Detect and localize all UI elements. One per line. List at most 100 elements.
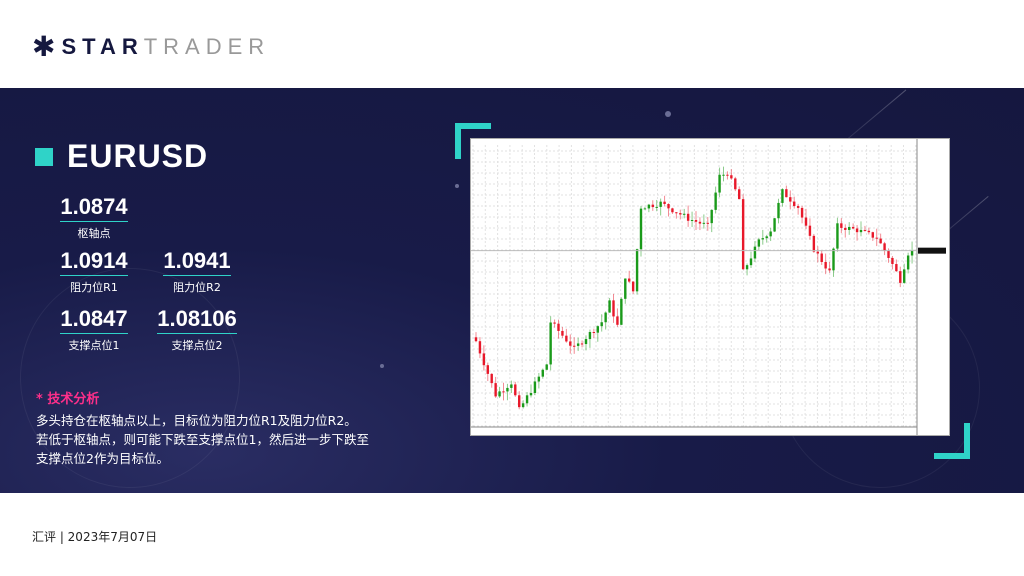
candle-body (710, 209, 713, 224)
candle-body (561, 330, 564, 336)
level-value: 1.0874 (60, 194, 128, 222)
candle-body (820, 253, 823, 263)
candle-body (875, 237, 878, 239)
candle-body (906, 255, 910, 270)
candle-body (616, 316, 619, 325)
candle-body (549, 322, 552, 365)
analysis-banner: EURUSD 1.0874 枢轴点 1.0914 阻力位R1 1.0941 阻力位R2… (0, 88, 1024, 493)
decorative-circle (20, 268, 240, 488)
candle-body (584, 339, 588, 345)
analysis-line: 若低于枢轴点，则可能下跌至支撑点位1，然后进一步下跌至 (36, 432, 369, 447)
candle-body (679, 213, 682, 215)
candle-body (895, 264, 898, 272)
analysis-line: 多头持仓在枢轴点以上，目标位为阻力位R1及阻力位R2。 (36, 413, 357, 428)
candle-body (533, 381, 537, 393)
candle-body (608, 300, 611, 313)
candle-body (569, 341, 572, 346)
support-1: 1.0847 支撑点位1 (49, 306, 139, 353)
candle-body (686, 213, 690, 221)
support-2: 1.08106 支撑点位2 (152, 306, 242, 353)
logo-text-light: TRADER (143, 34, 271, 59)
corner-bracket-bottom-right (934, 423, 970, 459)
candle-body (883, 243, 886, 251)
candle-body (808, 225, 812, 236)
footer-date: 汇评 | 2023年7月07日 (32, 530, 158, 544)
instrument-name: EURUSD (67, 138, 209, 174)
candle-body (498, 391, 501, 397)
candle-body (789, 197, 792, 202)
candle-body (867, 230, 871, 233)
candle-body (675, 212, 678, 214)
candle-body (891, 257, 894, 265)
candle-body (753, 246, 757, 259)
level-label: 支撑点位1 (68, 339, 120, 352)
candle-body (529, 392, 533, 396)
level-value: 1.0847 (60, 306, 128, 334)
candle-body (628, 278, 631, 282)
price-chart (470, 138, 950, 436)
candle-body (796, 206, 800, 208)
candle-body (671, 208, 674, 213)
candle-body (773, 218, 776, 232)
candle-body (514, 384, 517, 396)
candle-body (840, 223, 843, 228)
candle-body (769, 231, 772, 237)
star-logo-icon: ✱ (32, 30, 56, 63)
candle-body (698, 221, 702, 224)
analysis-line: 支撑点位2作为目标位。 (36, 451, 169, 466)
candle-body (518, 395, 521, 408)
candle-body (910, 250, 914, 256)
level-value: 1.08106 (157, 306, 237, 334)
corner-bracket-top-left (455, 123, 491, 159)
candle-body (694, 220, 698, 222)
candle-body (855, 228, 859, 233)
candle-body (596, 326, 599, 333)
candle-body (745, 265, 749, 270)
candle-body (690, 220, 694, 222)
candle-body (887, 250, 890, 258)
candle-body (655, 206, 658, 208)
candle-body (659, 201, 662, 207)
candle-body (486, 365, 489, 374)
candle-body (836, 223, 839, 249)
candle-body (749, 258, 753, 266)
analysis-heading: * 技术分析 (36, 392, 100, 407)
candle-body (541, 369, 544, 377)
candle-body (482, 353, 486, 366)
candle-body (478, 341, 482, 354)
candle-body (635, 249, 639, 292)
candle-body (647, 204, 651, 209)
candlestick-chart (471, 139, 946, 435)
candle-body (604, 312, 607, 323)
candle-body (494, 383, 497, 397)
decorative-dot (665, 111, 671, 117)
technical-analysis: * 技术分析 多头持仓在枢轴点以上，目标位为阻力位R1及阻力位R2。 若低于枢轴… (36, 390, 369, 468)
candle-body (702, 222, 706, 224)
current-price-marker (918, 247, 946, 254)
candle-body (521, 403, 525, 408)
resistance-r1: 1.0914 阻力位R1 (49, 248, 139, 295)
candle-body (683, 213, 686, 215)
candle-body (506, 387, 509, 392)
candle-body (832, 248, 835, 271)
candle-body (639, 208, 643, 250)
candle-body (765, 236, 768, 239)
candle-body (537, 376, 541, 382)
candle-body (757, 239, 761, 247)
candle-body (734, 178, 737, 190)
candle-body (800, 207, 804, 218)
candle-body (557, 323, 560, 331)
candle-body (663, 201, 666, 204)
level-value: 1.0914 (60, 248, 128, 276)
candle-body (812, 235, 816, 252)
candle-body (714, 192, 717, 210)
candle-body (722, 174, 725, 176)
candle-body (490, 373, 493, 384)
candle-body (474, 337, 478, 342)
candle-body (573, 345, 576, 347)
candle-body (706, 222, 709, 224)
candle-body (600, 322, 603, 327)
candle-body (879, 238, 882, 244)
candle-body (510, 384, 513, 388)
level-label: 枢轴点 (77, 227, 111, 240)
